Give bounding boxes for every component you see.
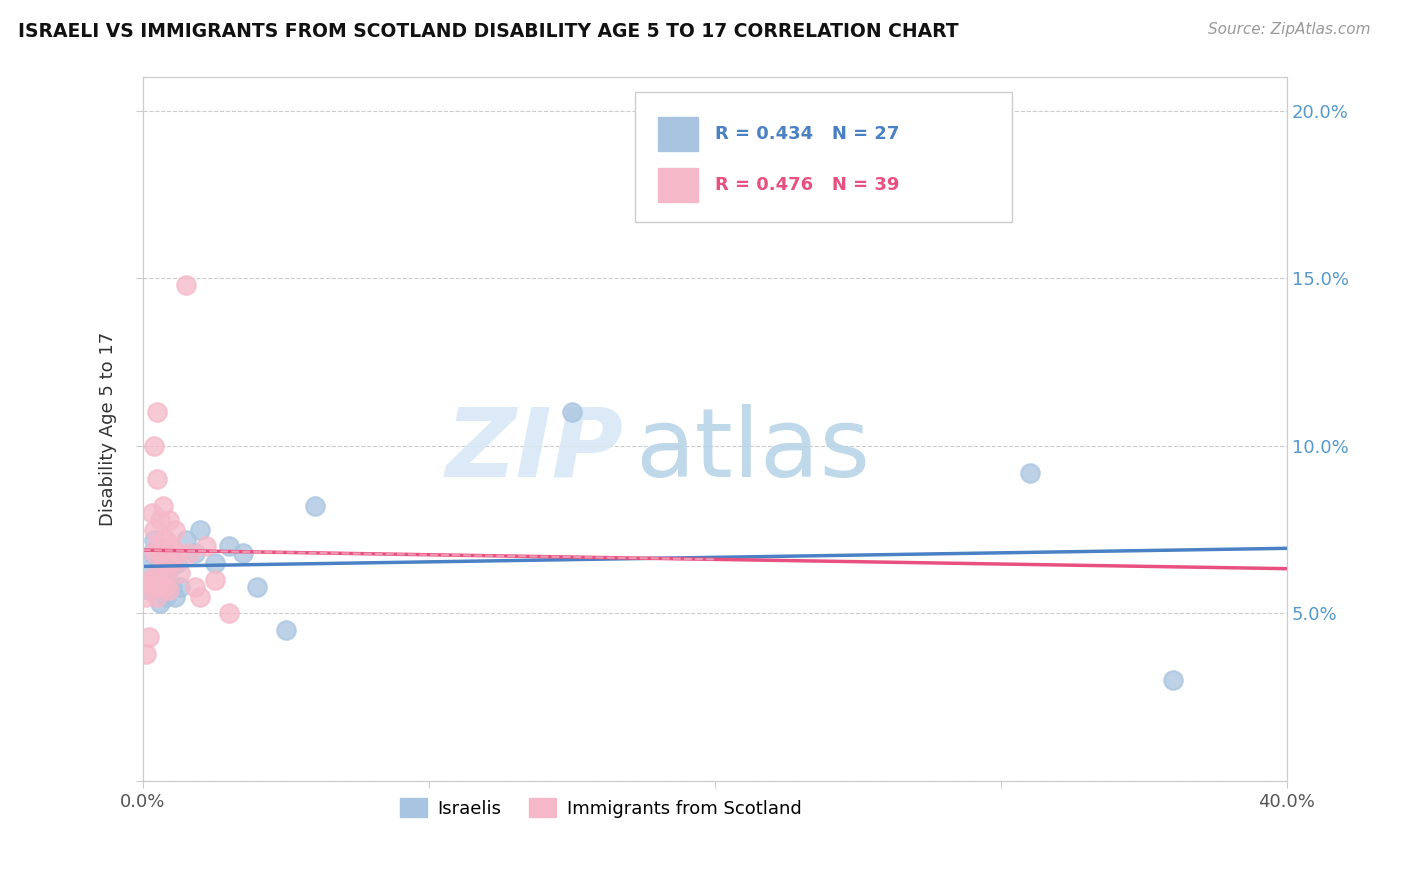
- Point: [138, 582, 160, 597]
- Text: ISRAELI VS IMMIGRANTS FROM SCOTLAND DISABILITY AGE 5 TO 17 CORRELATION CHART: ISRAELI VS IMMIGRANTS FROM SCOTLAND DISA…: [18, 22, 959, 41]
- Point: [304, 500, 326, 514]
- Text: R = 0.476   N = 39: R = 0.476 N = 39: [716, 176, 900, 194]
- Point: [155, 580, 177, 594]
- Point: [135, 590, 157, 604]
- Point: [146, 566, 169, 581]
- Point: [169, 580, 191, 594]
- Legend: Israelis, Immigrants from Scotland: Israelis, Immigrants from Scotland: [392, 791, 808, 825]
- Point: [143, 533, 166, 547]
- Point: [146, 590, 169, 604]
- Point: [155, 533, 177, 547]
- Point: [188, 523, 211, 537]
- Point: [155, 566, 177, 581]
- Point: [218, 607, 240, 621]
- Point: [166, 546, 188, 560]
- Point: [246, 580, 269, 594]
- Point: [218, 540, 240, 554]
- FancyBboxPatch shape: [658, 117, 697, 151]
- Point: [146, 405, 169, 419]
- Point: [160, 540, 183, 554]
- Point: [174, 533, 197, 547]
- Point: [194, 540, 217, 554]
- Point: [146, 473, 169, 487]
- Point: [152, 580, 174, 594]
- Text: R = 0.434   N = 27: R = 0.434 N = 27: [716, 125, 900, 143]
- Point: [149, 573, 172, 587]
- Point: [274, 624, 297, 638]
- Y-axis label: Disability Age 5 to 17: Disability Age 5 to 17: [100, 332, 117, 526]
- Point: [135, 647, 157, 661]
- Point: [155, 590, 177, 604]
- FancyBboxPatch shape: [636, 92, 1012, 222]
- Point: [157, 582, 180, 597]
- Point: [152, 556, 174, 570]
- Point: [188, 590, 211, 604]
- Point: [177, 546, 200, 560]
- FancyBboxPatch shape: [658, 169, 697, 202]
- Point: [149, 513, 172, 527]
- Point: [157, 563, 180, 577]
- Point: [141, 573, 163, 587]
- Point: [138, 630, 160, 644]
- Point: [160, 556, 183, 570]
- Point: [149, 553, 172, 567]
- Point: [143, 546, 166, 560]
- Point: [169, 566, 191, 581]
- Point: [141, 546, 163, 560]
- Point: [143, 580, 166, 594]
- Text: atlas: atlas: [636, 404, 870, 497]
- Point: [152, 573, 174, 587]
- Point: [163, 523, 186, 537]
- Point: [152, 533, 174, 547]
- Text: ZIP: ZIP: [446, 404, 623, 497]
- Point: [135, 563, 157, 577]
- Point: [152, 500, 174, 514]
- Point: [143, 523, 166, 537]
- Point: [561, 405, 583, 419]
- Point: [183, 580, 205, 594]
- Text: Source: ZipAtlas.com: Source: ZipAtlas.com: [1208, 22, 1371, 37]
- Point: [143, 580, 166, 594]
- Point: [163, 590, 186, 604]
- Point: [174, 278, 197, 293]
- Point: [1161, 673, 1184, 688]
- Point: [149, 596, 172, 610]
- Point: [146, 573, 169, 587]
- Point: [232, 546, 254, 560]
- Point: [143, 439, 166, 453]
- Point: [149, 546, 172, 560]
- Point: [138, 573, 160, 587]
- Point: [1018, 466, 1040, 480]
- Point: [166, 556, 188, 570]
- Point: [157, 513, 180, 527]
- Point: [204, 573, 226, 587]
- Point: [160, 580, 183, 594]
- Point: [183, 546, 205, 560]
- Point: [141, 506, 163, 520]
- Point: [204, 556, 226, 570]
- Point: [146, 540, 169, 554]
